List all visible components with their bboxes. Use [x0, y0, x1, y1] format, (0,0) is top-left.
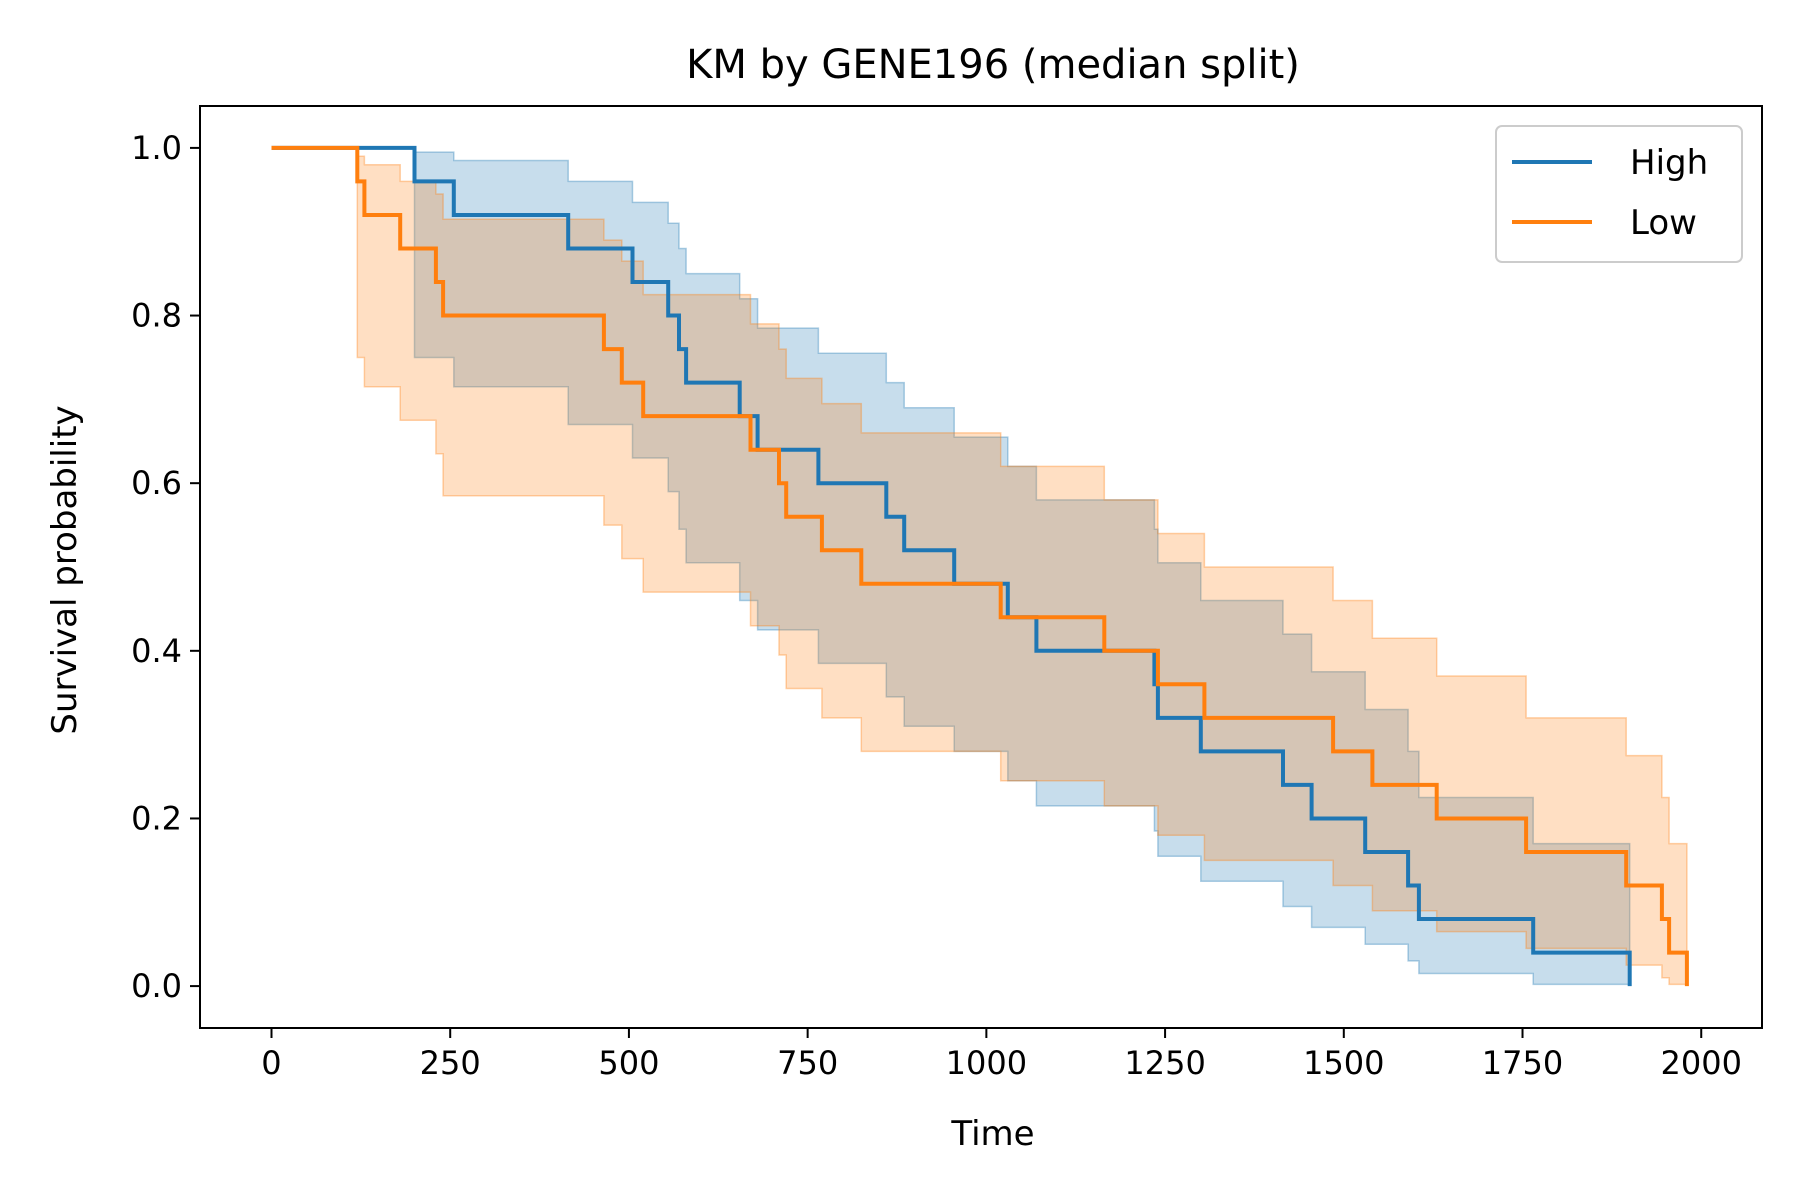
survival-line-low: [271, 145, 1689, 987]
ci-band-high: [271, 147, 1631, 986]
x-axis-title: Time: [950, 1114, 1034, 1154]
legend: High Low: [1495, 125, 1743, 263]
x-tick-label: 1000: [946, 1044, 1027, 1082]
chart-title: KM by GENE196 (median split): [686, 42, 1300, 88]
y-axis-title: Survival probability: [45, 405, 85, 734]
x-tick-label: 250: [420, 1044, 481, 1082]
survival-line-high: [271, 145, 1632, 987]
x-tick-label: 2000: [1661, 1044, 1742, 1082]
x-tick-label: 1500: [1303, 1044, 1384, 1082]
x-tick-label: 1750: [1482, 1044, 1563, 1082]
x-tick-label: 0: [261, 1044, 281, 1082]
y-tick-label: 0.0: [131, 967, 182, 1005]
y-tick-label: 1.0: [131, 129, 182, 167]
ci-band-low: [271, 147, 1688, 986]
plot-area: [271, 145, 1689, 987]
axes: 0 250 500 750 1000 1250 1500 1750 2000 0.0 0.2 0.4 0…: [131, 105, 1763, 1082]
legend-label-high: High: [1630, 143, 1708, 183]
y-tick-label: 0.8: [131, 297, 182, 335]
x-tick-label: 1250: [1124, 1044, 1205, 1082]
legend-label-low: Low: [1630, 203, 1697, 243]
x-tick-label: 500: [598, 1044, 659, 1082]
y-tick-label: 0.2: [131, 799, 182, 837]
y-tick-label: 0.4: [131, 632, 182, 670]
axes-frame: [199, 105, 1763, 1029]
x-tick-label: 750: [777, 1044, 838, 1082]
y-tick-label: 0.6: [131, 464, 182, 502]
